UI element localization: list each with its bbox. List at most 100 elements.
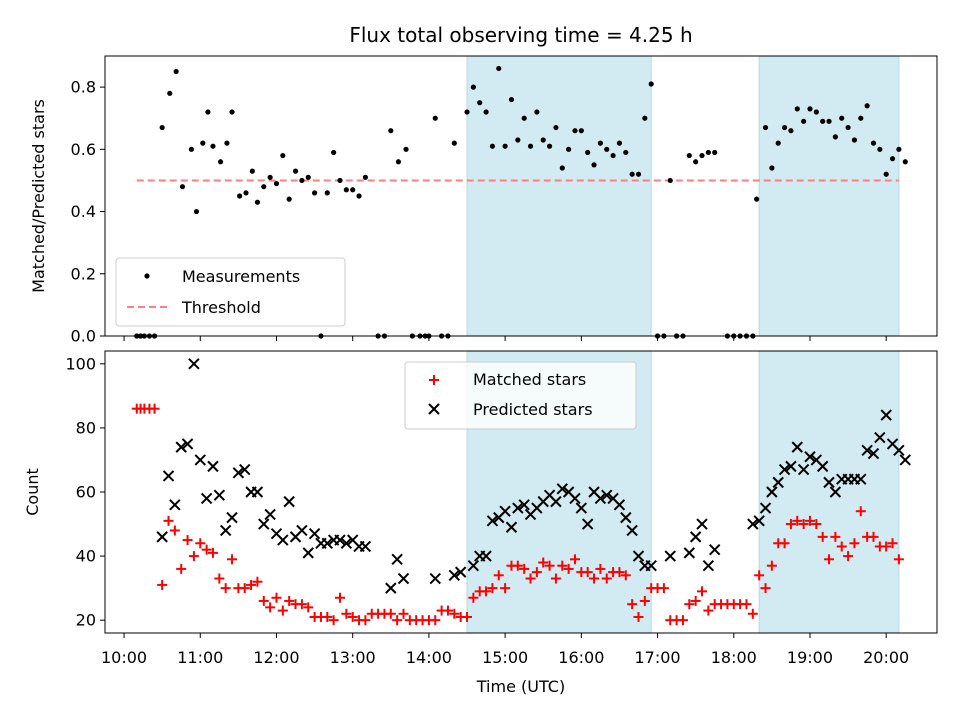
matched-stars-point <box>754 570 765 581</box>
matched-stars-point <box>392 615 403 626</box>
measurement-point <box>781 124 788 131</box>
measurement-point <box>280 152 286 159</box>
matched-stars-point <box>519 563 530 574</box>
measurement-point <box>388 128 394 134</box>
measurement-point <box>604 146 610 152</box>
matched-stars-point <box>690 595 701 606</box>
measurement-point <box>179 184 186 190</box>
predicted-stars-point <box>448 569 461 582</box>
matched-stars-point <box>620 570 631 581</box>
matched-stars-point <box>804 515 815 526</box>
matched-stars-point <box>252 576 263 587</box>
matched-stars-point <box>531 567 542 578</box>
matched-stars-point <box>481 586 492 597</box>
measurement-point <box>362 174 368 180</box>
matched-stars-point <box>614 567 625 578</box>
x-tick-label: 12:00 <box>253 648 299 667</box>
predicted-stars-point <box>689 531 702 543</box>
measurement-point <box>224 140 230 146</box>
measurement-point <box>754 196 760 202</box>
matched-stars-point <box>449 608 460 619</box>
matched-stars-point <box>601 573 612 584</box>
legend-threshold-label: Threshold <box>181 298 261 317</box>
top-y-tick-label: 0.0 <box>71 327 96 346</box>
matched-stars-point <box>322 611 333 622</box>
predicted-stars-point <box>391 553 403 566</box>
measurement-point <box>292 168 299 174</box>
measurement-point <box>483 109 489 115</box>
measurement-point <box>188 146 194 152</box>
x-tick-label: 16:00 <box>558 648 604 667</box>
predicted-stars-point <box>188 358 200 370</box>
predicted-stars-point <box>486 515 499 527</box>
matched-stars-point <box>760 583 771 594</box>
measurement-point <box>648 81 654 87</box>
measurement-point <box>470 84 476 90</box>
matched-stars-point <box>824 554 835 565</box>
predicted-stars-point <box>219 524 232 537</box>
matched-stars-point <box>849 538 860 549</box>
predicted-stars-point <box>359 540 372 553</box>
matched-stars-point <box>239 583 250 594</box>
measurement-point <box>686 152 692 159</box>
measurement-point <box>762 124 769 131</box>
predicted-stars-point <box>232 467 245 479</box>
measurement-point <box>877 146 883 152</box>
predicted-stars-point <box>499 505 511 517</box>
predicted-stars-point <box>791 441 803 453</box>
predicted-stars-point <box>454 566 467 578</box>
bottom-y-tick-label: 60 <box>76 483 96 502</box>
measurement-point <box>261 184 267 190</box>
matched-stars-point <box>258 595 269 606</box>
matched-stars-point <box>766 560 777 571</box>
measurement-point <box>839 115 845 121</box>
matched-stars-point <box>563 563 574 574</box>
measurement-point <box>540 137 546 143</box>
matched-stars-point <box>811 519 822 530</box>
measurement-point <box>693 159 699 165</box>
x-tick-label: 15:00 <box>482 648 528 667</box>
measurement-point <box>267 174 273 180</box>
predicted-stars-point <box>480 550 492 562</box>
top-y-tick-label: 0.6 <box>71 140 96 159</box>
matched-stars-point <box>169 525 180 536</box>
measurement-point <box>585 149 591 156</box>
measurement-point <box>305 174 311 180</box>
top-shaded-interval <box>466 55 652 337</box>
legend-measurements-label: Measurements <box>182 267 300 286</box>
measurement-point <box>159 124 165 131</box>
top-y-tick-label: 0.8 <box>71 78 96 97</box>
predicted-stars-point <box>874 431 886 444</box>
matched-stars-point <box>684 599 695 610</box>
matched-stars-point <box>188 551 199 562</box>
predicted-stars-point <box>880 409 892 421</box>
matched-stars-point <box>214 573 225 584</box>
measurement-point <box>173 68 179 75</box>
measurement-point <box>273 180 280 187</box>
matched-stars-point <box>385 608 396 619</box>
predicted-stars-point <box>829 486 842 498</box>
predicted-stars-point <box>855 473 867 485</box>
matched-stars-point <box>817 531 828 542</box>
predicted-stars-point <box>213 489 226 501</box>
measurement-point <box>578 128 584 134</box>
predicted-stars-point <box>861 444 873 457</box>
measurement-point <box>826 118 832 124</box>
measurement-point <box>229 109 235 115</box>
top-y-axis-label: Matched/Predicted stars <box>29 99 48 293</box>
matched-stars-point <box>201 544 212 555</box>
legend-measurements-marker <box>144 273 150 279</box>
matched-stars-point <box>442 605 453 616</box>
matched-stars-point <box>360 615 371 626</box>
top-legend: Measurements Threshold <box>115 257 346 327</box>
matched-stars-point <box>741 599 752 610</box>
predicted-stars-point <box>258 518 270 530</box>
matched-stars-point <box>512 560 523 571</box>
matched-stars-point <box>227 554 238 565</box>
predicted-stars-point <box>226 511 238 524</box>
measurement-point <box>889 156 896 162</box>
matched-stars-point <box>207 547 218 558</box>
predicted-stars-point <box>200 492 213 505</box>
matched-stars-point <box>697 586 708 597</box>
